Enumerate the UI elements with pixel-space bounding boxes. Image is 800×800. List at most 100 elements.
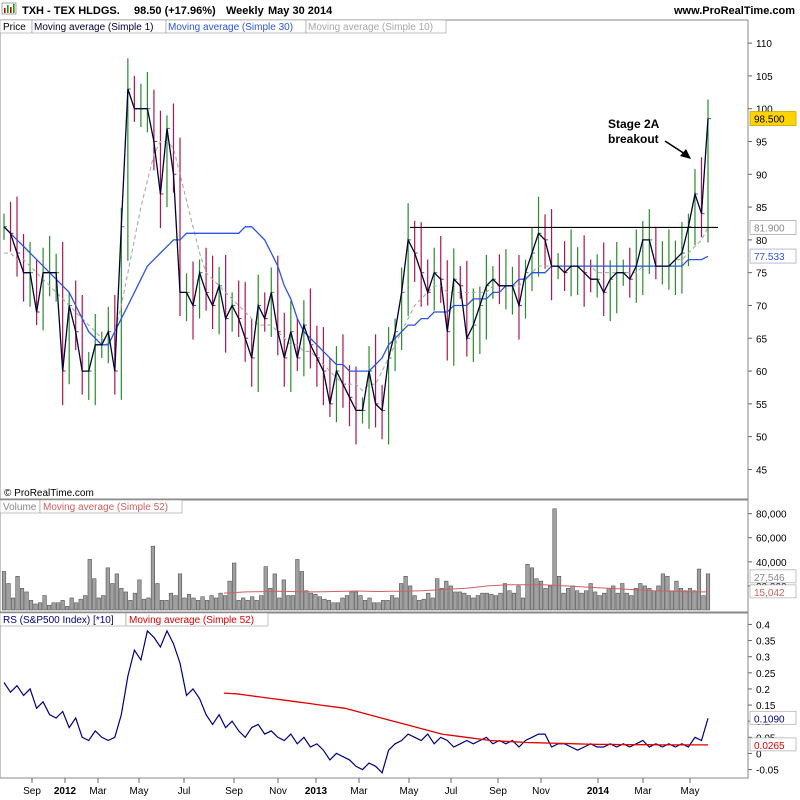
volume-bar — [205, 600, 210, 611]
volume-bar — [692, 590, 697, 611]
annotation-line-2: breakout — [608, 132, 659, 146]
volume-bar — [462, 592, 467, 611]
volume-bar — [674, 580, 679, 611]
volume-bar — [168, 592, 174, 611]
volume-bar — [687, 588, 692, 611]
rs-ma-label: 0.0265 — [754, 741, 785, 752]
volume-bar — [110, 583, 115, 611]
volume-bar — [92, 578, 97, 611]
volume-bar — [335, 602, 340, 611]
rs-tick-label: 0.15 — [756, 701, 776, 712]
price-tick-label: 65 — [756, 334, 768, 345]
volume-bar — [615, 592, 620, 611]
volume-bar — [367, 597, 372, 611]
volume-bar — [660, 573, 665, 611]
volume-bar — [394, 597, 399, 611]
volume-bar — [10, 597, 16, 611]
volume-bar — [38, 602, 43, 611]
volume-bar — [579, 592, 584, 611]
volume-bar — [87, 559, 92, 611]
volume-bar — [177, 573, 183, 611]
volume-bar — [56, 602, 61, 611]
volume-bar — [362, 600, 368, 611]
volume-bar — [511, 592, 516, 611]
volume-bar — [331, 602, 336, 611]
volume-bar — [155, 583, 160, 611]
volume-bar — [529, 567, 535, 611]
volume-bar — [290, 595, 295, 611]
volume-bar — [272, 573, 277, 611]
volume-bar — [457, 591, 462, 611]
volume-bar — [20, 588, 25, 611]
rs-tick-label: 0 — [756, 749, 762, 760]
time-x-axis: Sep 2012 Mar May Jul Sep Nov 2013 Mar May Jul Sep No… — [23, 778, 699, 797]
annotation-line-1: Stage 2A — [608, 117, 660, 131]
ma30-line — [3, 226, 709, 372]
rs-tick-label: 0.35 — [756, 637, 776, 648]
volume-bar — [647, 588, 652, 611]
rs-ma-label-box — [749, 737, 797, 752]
volume-bar — [448, 585, 453, 611]
annotation-arrowhead — [680, 149, 691, 159]
volume-bar — [376, 602, 381, 611]
volume-bar — [186, 594, 192, 611]
volume-bar — [33, 603, 38, 611]
volume-bar — [304, 590, 309, 611]
price-legend: Price Moving average (Simple 1) Moving a… — [0, 19, 447, 34]
volume-bar — [543, 588, 548, 611]
volume-bar — [114, 573, 119, 611]
volume-bar — [430, 597, 435, 611]
volume-bar — [358, 595, 363, 611]
legend-ma10: Moving average (Simple 10) — [308, 22, 433, 33]
volume-bar — [105, 567, 110, 611]
volume-bar — [444, 580, 449, 611]
volume-bar — [552, 508, 557, 611]
volume-tick-label: 80,000 — [756, 510, 787, 521]
volume-bar — [159, 600, 164, 611]
quote-change: 98.50 (+17.96%) — [134, 5, 216, 17]
x-tick-label: Mar — [89, 786, 107, 797]
volume-bar — [214, 597, 219, 611]
volume-bar — [196, 600, 201, 611]
copyright-text: © ProRealTime.com — [4, 488, 94, 499]
rs-y-axis: -0.0500.050.10.150.20.250.30.350.40.1090… — [748, 620, 797, 777]
volume-bar — [281, 579, 286, 611]
volume-ma-line — [223, 584, 708, 594]
volume-bar — [101, 595, 106, 611]
volume-bar — [42, 595, 47, 611]
volume-bar — [651, 590, 656, 611]
legend-price: Price — [3, 22, 26, 33]
volume-bar — [439, 588, 444, 611]
volume-bar — [349, 591, 354, 611]
volume-bar — [209, 595, 214, 611]
volume-bar — [69, 597, 74, 611]
volume-bar — [633, 588, 638, 611]
volume-bar — [516, 585, 521, 611]
volume-bar — [475, 595, 480, 611]
price-tick-label: 100 — [756, 105, 773, 116]
rs-last-label-box — [749, 710, 797, 725]
x-tick-label: May — [400, 786, 419, 797]
volume-bar — [6, 583, 11, 611]
volume-bar — [218, 592, 223, 611]
rs-last-label: 0.1090 — [754, 714, 785, 725]
price-tick-label: 50 — [756, 433, 768, 444]
legend-rs-ma: Moving average (Simple 52) — [129, 615, 254, 626]
legend-volume: Volume — [3, 502, 37, 513]
volume-last-label-box — [749, 569, 797, 584]
rs-plot-area — [3, 629, 709, 774]
volume-bar — [146, 597, 151, 611]
volume-bar — [29, 600, 34, 611]
legend-ma30: Moving average (Simple 30) — [168, 22, 293, 33]
volume-bar — [277, 597, 282, 611]
rs-tick-label: -0.05 — [756, 766, 779, 777]
volume-bar — [575, 590, 580, 611]
volume-bar — [638, 583, 643, 611]
volume-bar — [51, 602, 56, 611]
volume-bar — [313, 594, 318, 611]
price-y-axis: 45 50 55 60 65 70 75 80 85 90 95 100 105 110 98.500 81.… — [748, 39, 797, 476]
x-tick-label: Jul — [178, 786, 191, 797]
volume-tick-label: 60,000 — [756, 534, 787, 545]
volume-bar — [597, 595, 602, 611]
volume-bar — [390, 595, 395, 611]
